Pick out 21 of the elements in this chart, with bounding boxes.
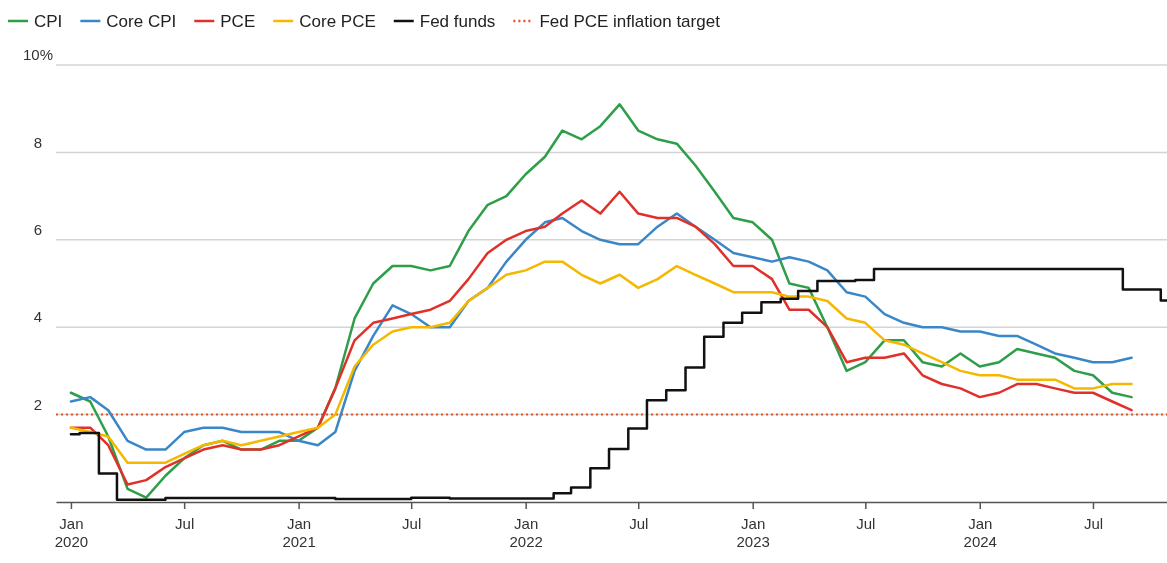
x-tick-label: Jul — [402, 514, 422, 532]
legend-label: Core CPI — [106, 11, 177, 31]
y-tick-label: 2 — [33, 395, 43, 413]
legend-label: Fed funds — [419, 11, 496, 31]
x-tick-label: Jan 2021 — [282, 514, 316, 551]
x-tick-label: Jan 2024 — [963, 514, 997, 551]
y-tick-label: 4 — [33, 308, 43, 326]
x-tick-label: Jan 2020 — [54, 514, 89, 551]
legend-label: Fed PCE inflation target — [539, 11, 721, 31]
legend-label: CPI — [34, 11, 63, 31]
x-tick-label: Jul — [175, 514, 195, 532]
x-tick-label: Jan 2023 — [736, 514, 770, 551]
legend-label: PCE — [220, 11, 256, 31]
x-tick-label: Jul — [1083, 514, 1104, 532]
x-tick-label: Jan 2022 — [509, 514, 543, 551]
x-tick-label: Jul — [856, 514, 876, 532]
x-tick-label: Jul — [629, 514, 649, 532]
y-tick-label: 6 — [33, 221, 43, 239]
legend-label: Core PCE — [299, 11, 376, 31]
y-tick-label: 10% — [22, 46, 54, 64]
y-tick-label: 8 — [33, 133, 43, 151]
